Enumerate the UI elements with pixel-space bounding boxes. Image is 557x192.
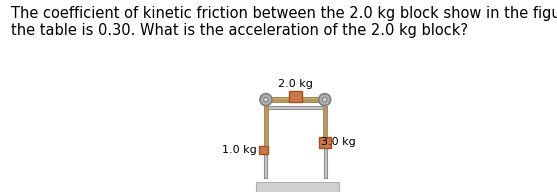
Bar (289, 91, 302, 102)
Text: 3.0 kg: 3.0 kg (321, 137, 356, 147)
Circle shape (323, 97, 327, 102)
Circle shape (260, 94, 272, 106)
FancyBboxPatch shape (266, 97, 325, 103)
Text: 1.0 kg: 1.0 kg (222, 145, 257, 155)
Bar (323, 104, 326, 137)
Bar (265, 104, 267, 146)
Bar (258, 146, 268, 154)
Circle shape (319, 94, 331, 106)
Bar (256, 182, 339, 192)
Bar (324, 109, 327, 178)
Bar (319, 137, 331, 148)
Circle shape (263, 97, 268, 102)
Bar (263, 106, 327, 109)
Bar (263, 109, 267, 178)
Text: 2.0 kg: 2.0 kg (278, 79, 312, 89)
Text: The coefficient of kinetic friction between the 2.0 kg block show in the figure : The coefficient of kinetic friction betw… (11, 6, 557, 38)
